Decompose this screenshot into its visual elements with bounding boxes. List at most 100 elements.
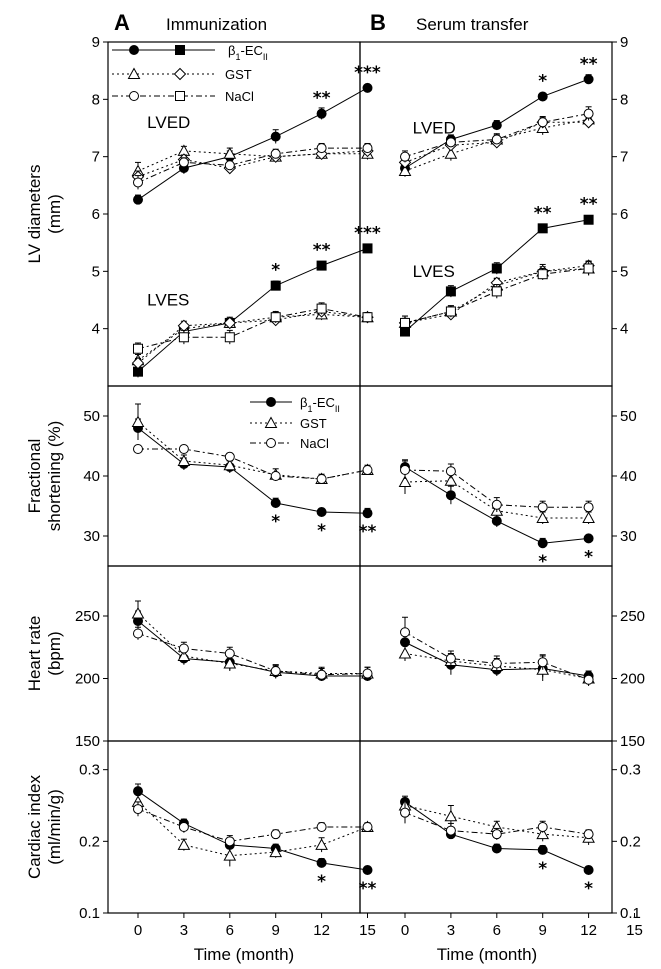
significance-marker: * bbox=[271, 261, 280, 281]
x-axis-title: Time (month) bbox=[437, 945, 537, 964]
series bbox=[400, 261, 594, 330]
series bbox=[133, 626, 373, 681]
frame-B-row2 bbox=[359, 385, 613, 567]
data-point bbox=[178, 332, 189, 343]
y-tick-label: 0.1 bbox=[620, 905, 641, 922]
series bbox=[133, 610, 373, 681]
y-tick-label: 9 bbox=[92, 34, 100, 51]
panel-A-row1: 4 5 6 7 8 9 LV diameters(mm) A Immunization LVED L… bbox=[25, 10, 381, 378]
data-point bbox=[536, 511, 550, 523]
data-point bbox=[445, 653, 456, 664]
panel-B-row3: 150 200 250 bbox=[398, 608, 645, 750]
x-tick-label: 3 bbox=[447, 922, 455, 939]
series bbox=[131, 144, 374, 180]
legend-label: β1-ECII bbox=[228, 43, 268, 62]
y-tick-label: 50 bbox=[83, 408, 100, 425]
panel-annotation: LVES bbox=[147, 291, 189, 310]
y-tick-label: 0.3 bbox=[620, 762, 641, 779]
series-line bbox=[404, 267, 589, 324]
significance-marker: * bbox=[317, 872, 326, 892]
data-point bbox=[445, 286, 456, 297]
data-point bbox=[223, 458, 237, 471]
data-point bbox=[362, 243, 373, 254]
series bbox=[131, 403, 374, 484]
series bbox=[133, 801, 373, 848]
legend-marker bbox=[266, 438, 276, 448]
legend-label: GST bbox=[225, 67, 252, 82]
y-tick-label: 5 bbox=[620, 263, 628, 280]
series bbox=[400, 106, 594, 163]
frame-B-row4 bbox=[359, 740, 613, 914]
y-tick-label: 6 bbox=[92, 206, 100, 223]
series bbox=[131, 305, 374, 370]
data-point bbox=[491, 263, 502, 274]
series bbox=[131, 307, 374, 366]
data-point bbox=[131, 356, 145, 370]
series-line bbox=[137, 427, 368, 514]
data-point bbox=[398, 164, 412, 176]
significance-marker: * bbox=[538, 71, 547, 91]
data-point bbox=[400, 627, 410, 638]
series bbox=[131, 600, 374, 680]
data-point bbox=[131, 415, 145, 427]
data-point bbox=[583, 263, 594, 274]
data-point bbox=[583, 865, 594, 875]
data-point bbox=[537, 538, 548, 549]
data-point bbox=[270, 471, 281, 481]
legend-label: NaCl bbox=[300, 436, 329, 451]
data-point bbox=[316, 507, 327, 517]
data-point bbox=[582, 511, 595, 523]
y-tick-label: 30 bbox=[620, 528, 637, 545]
data-point bbox=[400, 151, 410, 162]
data-point bbox=[362, 465, 373, 475]
data-point bbox=[362, 822, 373, 832]
significance-marker: ** bbox=[313, 241, 331, 261]
y-tick-label: 8 bbox=[92, 91, 100, 108]
data-point bbox=[223, 316, 237, 330]
data-point bbox=[224, 160, 235, 171]
y-axis-title: LV diameters(mm) bbox=[25, 165, 64, 264]
data-point bbox=[133, 194, 143, 205]
data-point bbox=[316, 669, 327, 680]
x-tick-label: 12 bbox=[580, 922, 597, 939]
y-tick-label: 0.2 bbox=[620, 833, 641, 850]
data-point bbox=[491, 658, 502, 669]
y-tick-label: 40 bbox=[83, 468, 100, 485]
series-line bbox=[137, 247, 368, 373]
x-axis-title: Time (month) bbox=[194, 945, 294, 964]
series-line bbox=[137, 421, 368, 480]
data-point bbox=[491, 286, 502, 297]
data-point bbox=[491, 843, 502, 854]
y-tick-label: 0.1 bbox=[79, 905, 100, 922]
significance-marker: * bbox=[271, 512, 280, 532]
series: ***** bbox=[133, 63, 381, 205]
data-point bbox=[537, 657, 548, 668]
data-point bbox=[491, 120, 502, 131]
series-line bbox=[404, 265, 589, 324]
data-point bbox=[177, 649, 191, 661]
legend-label: NaCl bbox=[225, 89, 254, 104]
y-tick-label: 0.2 bbox=[79, 833, 100, 850]
data-point bbox=[224, 648, 235, 659]
data-point bbox=[362, 143, 373, 154]
data-point bbox=[224, 451, 235, 462]
y-tick-label: 250 bbox=[620, 608, 645, 625]
legend-marker bbox=[129, 91, 139, 101]
data-point bbox=[398, 475, 412, 487]
series-line bbox=[137, 808, 368, 842]
data-point bbox=[223, 849, 237, 861]
series bbox=[400, 801, 594, 840]
y-tick-label: 6 bbox=[620, 206, 628, 223]
series bbox=[400, 460, 594, 514]
data-point bbox=[270, 498, 281, 508]
data-point bbox=[362, 865, 373, 875]
significance-marker: ** bbox=[534, 203, 552, 223]
x-tick-label: 15 bbox=[626, 922, 643, 939]
data-point bbox=[270, 666, 281, 676]
data-point bbox=[316, 143, 327, 154]
data-point bbox=[445, 306, 456, 317]
legend-marker bbox=[175, 45, 185, 55]
data-point bbox=[536, 827, 550, 840]
